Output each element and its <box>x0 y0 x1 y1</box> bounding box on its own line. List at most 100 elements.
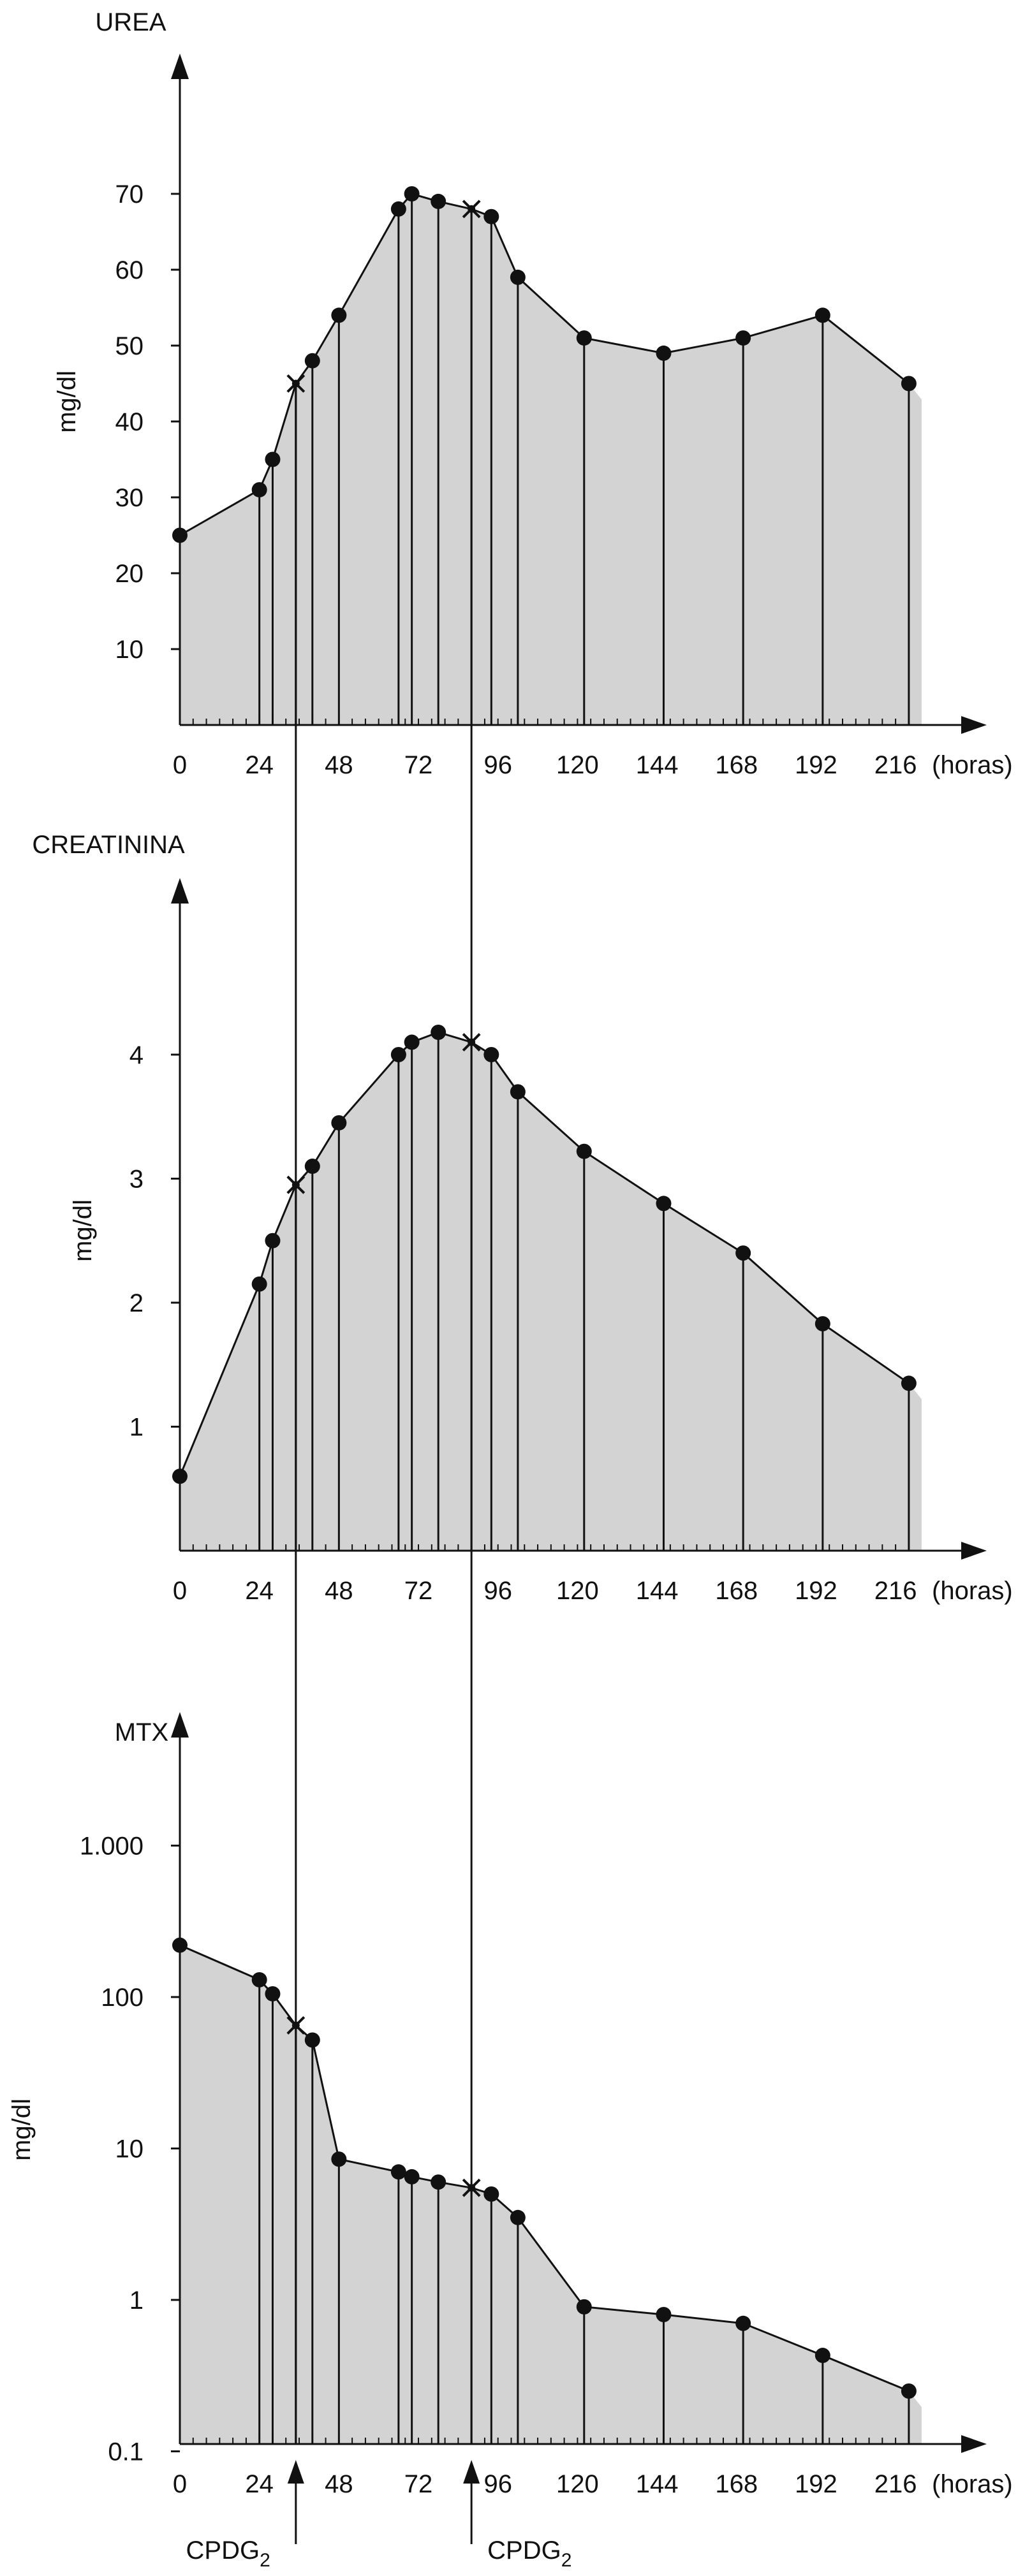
x-tick-label: 0 <box>173 751 187 779</box>
x-axis-label: (horas) <box>932 751 1013 779</box>
x-tick-label: 144 <box>636 1577 679 1605</box>
y-tick-label: 4 <box>129 1041 144 1069</box>
data-point <box>304 1159 320 1175</box>
data-point <box>735 330 751 346</box>
x-tick-label: 192 <box>795 751 837 779</box>
data-point <box>331 1115 347 1131</box>
area-fill <box>180 1945 922 2444</box>
area-fill <box>180 194 922 725</box>
x-tick-label: 0 <box>173 2470 187 2498</box>
data-point <box>483 2186 499 2202</box>
data-point <box>404 186 420 201</box>
y-tick-label: 10 <box>115 2135 144 2163</box>
x-tick-label: 48 <box>325 751 353 779</box>
area-fill <box>180 1032 922 1551</box>
data-point <box>576 330 592 346</box>
data-point <box>576 1143 592 1159</box>
data-point <box>304 2032 320 2048</box>
y-tick-label: 20 <box>115 560 144 588</box>
data-point <box>656 1196 672 1211</box>
x-axis-arrow <box>961 716 987 734</box>
annotation-arrow-head <box>287 2460 304 2484</box>
data-point <box>576 2299 592 2315</box>
annotation-arrow-head <box>463 2460 480 2484</box>
chart-title: UREA <box>95 8 166 36</box>
data-point <box>404 1034 420 1050</box>
data-point <box>901 376 917 392</box>
y-tick-label: 60 <box>115 256 144 284</box>
x-tick-label: 72 <box>404 2470 433 2498</box>
x-tick-label: 96 <box>483 2470 512 2498</box>
data-point <box>656 345 672 361</box>
data-point <box>483 1047 499 1062</box>
data-point <box>510 269 526 285</box>
x-axis-label: (horas) <box>932 1577 1013 1605</box>
data-point <box>265 1233 281 1248</box>
y-tick-label: 1.000 <box>80 1833 144 1861</box>
y-tick-label: 30 <box>115 484 144 512</box>
x-tick-label: 216 <box>874 751 917 779</box>
y-axis-label: mg/dl <box>8 2098 36 2161</box>
y-tick-label: 100 <box>101 1984 144 2012</box>
x-tick-label: 48 <box>325 1577 353 1605</box>
data-point <box>390 2164 406 2180</box>
data-point <box>901 2383 917 2399</box>
data-point <box>404 2169 420 2184</box>
y-axis-label: mg/dl <box>53 370 81 433</box>
x-tick-label: 144 <box>636 2470 679 2498</box>
x-tick-label: 72 <box>404 751 433 779</box>
x-tick-label: 168 <box>715 751 758 779</box>
annotation-subscript: 2 <box>561 2550 572 2571</box>
y-axis-arrow <box>171 878 189 904</box>
data-point <box>331 307 347 323</box>
x-tick-label: 0 <box>173 1577 187 1605</box>
data-point <box>656 2307 672 2323</box>
x-tick-label: 192 <box>795 1577 837 1605</box>
data-point <box>251 1276 267 1292</box>
x-tick-label: 144 <box>636 751 679 779</box>
x-tick-label: 216 <box>874 1577 917 1605</box>
data-point <box>251 1972 267 1987</box>
annotation-label: CPDG2 <box>487 2536 571 2571</box>
data-point <box>735 2315 751 2331</box>
chart-panel-mtx: 0 24 48 72 96 120 144 168 192 216 (horas) 0.1 1 10 100… <box>8 1712 1013 2571</box>
connector-lines <box>295 209 473 2444</box>
annotation-text: CPDG <box>487 2536 561 2565</box>
y-axis-arrow <box>171 54 189 79</box>
data-point <box>510 2209 526 2225</box>
data-point <box>483 209 499 224</box>
x-axis-arrow <box>961 1542 987 1560</box>
y-tick-label: 3 <box>129 1166 144 1194</box>
annotation-label: CPDG2 <box>186 2536 270 2571</box>
x-tick-label: 48 <box>325 2470 353 2498</box>
chart-title: MTX <box>115 1718 168 1746</box>
data-point <box>251 482 267 498</box>
x-axis-arrow <box>961 2435 987 2453</box>
data-point <box>331 2151 347 2167</box>
y-tick-label: 50 <box>115 332 144 360</box>
data-point <box>815 1316 830 1332</box>
annotation-subscript: 2 <box>260 2550 270 2571</box>
data-point <box>431 2174 446 2190</box>
data-point <box>390 201 406 217</box>
x-tick-label: 72 <box>404 1577 433 1605</box>
x-tick-label: 120 <box>556 1577 599 1605</box>
annotation-text: CPDG <box>186 2536 260 2565</box>
x-tick-label: 96 <box>483 751 512 779</box>
y-axis-arrow <box>171 1712 189 1738</box>
data-point <box>304 353 320 369</box>
x-tick-label: 24 <box>245 751 274 779</box>
y-tick-label: 10 <box>115 636 144 664</box>
data-point <box>265 451 281 467</box>
y-tick-label: 1 <box>129 2287 144 2315</box>
data-point <box>815 307 830 323</box>
data-point <box>735 1245 751 1261</box>
data-point <box>431 1024 446 1040</box>
y-tick-label: 2 <box>129 1289 144 1317</box>
chart-panels: 0 24 48 72 96 120 144 168 192 216 (horas)102030405… <box>8 8 1013 2571</box>
data-point <box>510 1084 526 1100</box>
x-axis-label: (horas) <box>932 2470 1013 2498</box>
chart-panel-creatinina: 0 24 48 72 96 120 144 168 192 216 (horas) 1 2 3 4 CREAT… <box>32 831 1012 1605</box>
